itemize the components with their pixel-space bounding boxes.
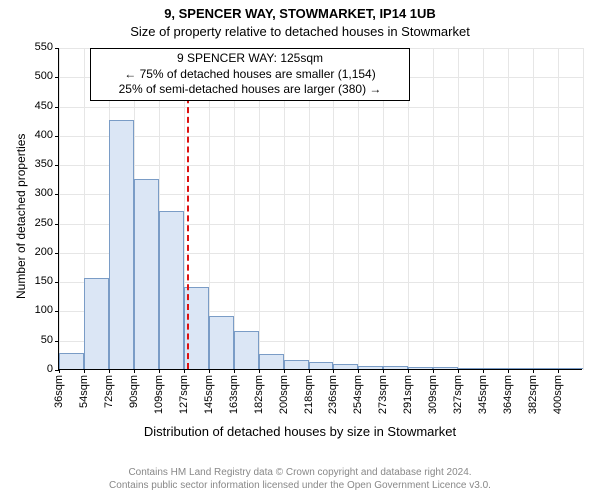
y-tick: 250 — [35, 217, 59, 229]
chart-subtitle: Size of property relative to detached ho… — [0, 24, 600, 39]
x-tick: 364sqm — [502, 375, 514, 414]
y-tick: 300 — [35, 187, 59, 199]
x-tick: 254sqm — [352, 375, 364, 414]
histogram-bar — [309, 362, 334, 369]
credit-line: Contains public sector information licen… — [0, 479, 600, 492]
x-tick: 291sqm — [402, 375, 414, 414]
x-tick: 218sqm — [303, 375, 315, 414]
y-tick: 400 — [35, 129, 59, 141]
annotation-line: 25% of semi-detached houses are larger (… — [97, 82, 403, 98]
grid-v — [483, 48, 484, 370]
y-tick: 450 — [35, 100, 59, 112]
grid-h — [59, 107, 583, 108]
grid-v — [59, 48, 60, 370]
histogram-bar — [533, 368, 558, 369]
grid-v — [458, 48, 459, 370]
histogram-bar — [259, 354, 284, 369]
histogram-bar — [358, 366, 383, 370]
x-tick: 163sqm — [228, 375, 240, 414]
annotation-box: 9 SPENCER WAY: 125sqm← 75% of detached h… — [90, 48, 410, 101]
x-tick: 236sqm — [327, 375, 339, 414]
histogram-bar — [458, 368, 483, 369]
histogram-bar — [234, 331, 259, 369]
x-tick: 273sqm — [377, 375, 389, 414]
y-tick: 100 — [35, 304, 59, 316]
histogram-bar — [109, 120, 134, 369]
y-tick: 200 — [35, 246, 59, 258]
chart-title: 9, SPENCER WAY, STOWMARKET, IP14 1UB — [0, 6, 600, 21]
x-tick: 345sqm — [477, 375, 489, 414]
x-tick: 109sqm — [153, 375, 165, 414]
histogram-bar — [159, 211, 184, 369]
annotation-line: 9 SPENCER WAY: 125sqm — [97, 51, 403, 67]
x-tick: 36sqm — [53, 375, 65, 408]
x-tick: 54sqm — [78, 375, 90, 408]
grid-v — [433, 48, 434, 370]
x-tick: 182sqm — [253, 375, 265, 414]
y-axis-label: Number of detached properties — [14, 134, 28, 299]
histogram-bar — [134, 179, 159, 369]
grid-v — [533, 48, 534, 370]
annotation-line: ← 75% of detached houses are smaller (1,… — [97, 67, 403, 83]
x-tick: 145sqm — [203, 375, 215, 414]
histogram-bar — [333, 364, 358, 369]
y-tick: 350 — [35, 158, 59, 170]
y-tick: 500 — [35, 70, 59, 82]
histogram-bar — [84, 278, 109, 369]
y-tick: 50 — [41, 334, 59, 346]
y-tick: 150 — [35, 275, 59, 287]
grid-v — [558, 48, 559, 370]
grid-h — [59, 136, 583, 137]
histogram-bar — [59, 353, 84, 369]
grid-v — [508, 48, 509, 370]
x-tick: 400sqm — [552, 375, 564, 414]
histogram-bar — [558, 368, 583, 369]
x-tick: 72sqm — [103, 375, 115, 408]
credit-line: Contains HM Land Registry data © Crown c… — [0, 466, 600, 479]
x-tick: 200sqm — [278, 375, 290, 414]
x-tick: 309sqm — [427, 375, 439, 414]
credit-text: Contains HM Land Registry data © Crown c… — [0, 466, 600, 492]
histogram-bar — [483, 368, 508, 369]
x-tick: 382sqm — [527, 375, 539, 414]
histogram-bar — [508, 368, 533, 369]
x-axis-label: Distribution of detached houses by size … — [0, 424, 600, 439]
histogram-bar — [408, 367, 433, 369]
x-tick: 327sqm — [452, 375, 464, 414]
histogram-bar — [209, 316, 234, 369]
y-tick: 550 — [35, 41, 59, 53]
histogram-bar — [284, 360, 309, 369]
histogram-bar — [383, 366, 408, 369]
grid-h — [59, 165, 583, 166]
x-tick: 127sqm — [178, 375, 190, 414]
x-tick: 90sqm — [128, 375, 140, 408]
chart-container: 9, SPENCER WAY, STOWMARKET, IP14 1UB Siz… — [0, 0, 600, 500]
y-tick: 0 — [47, 363, 59, 375]
histogram-bar — [433, 367, 458, 369]
